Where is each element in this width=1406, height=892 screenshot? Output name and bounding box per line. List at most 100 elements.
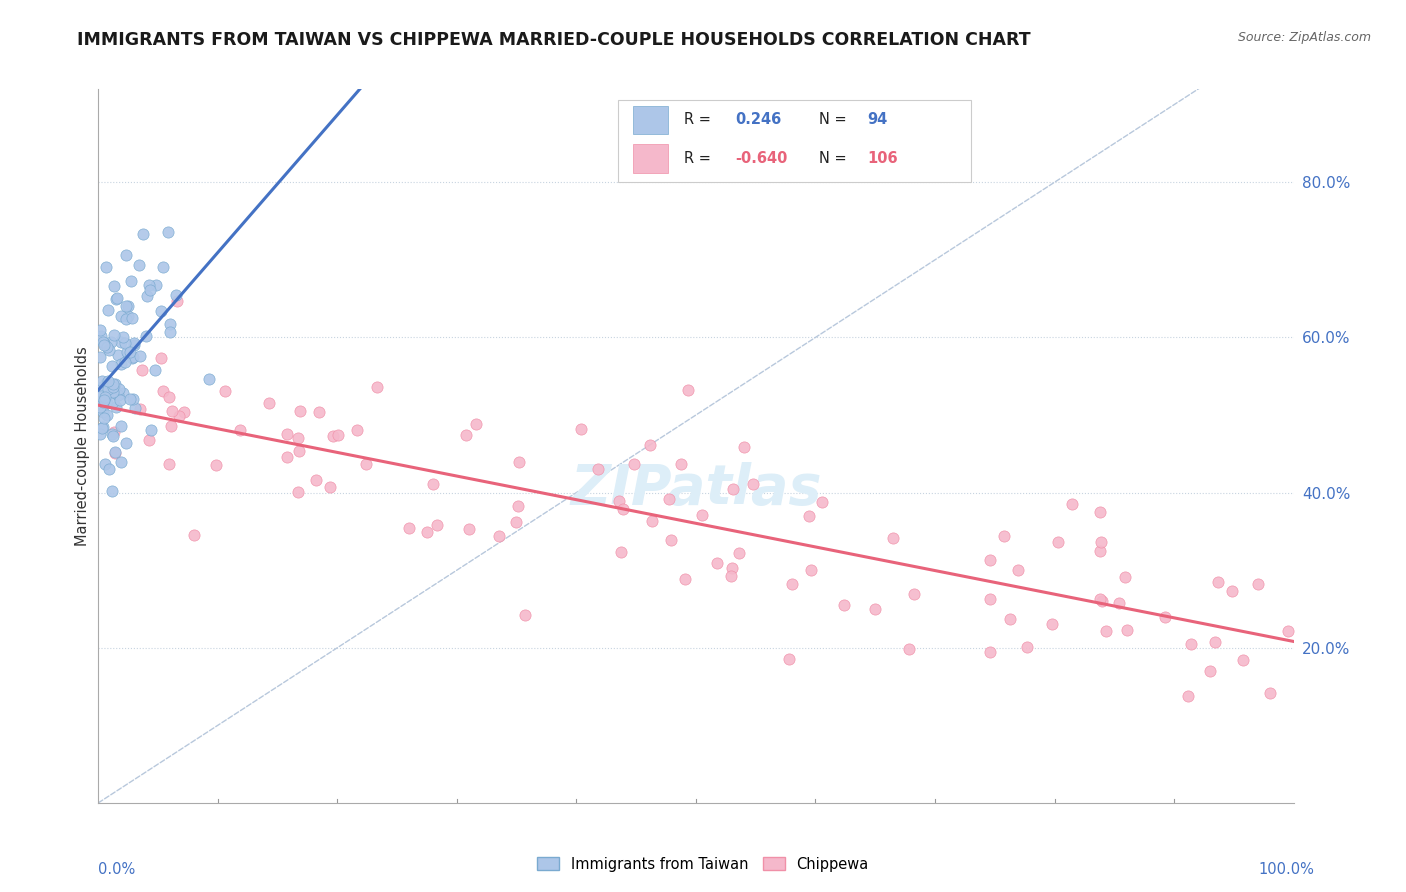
Point (103, 376, 125, 391)
Point (101, 395, 124, 409)
Point (415, 524, 437, 539)
Point (115, 248, 138, 262)
Point (91, 421, 114, 435)
Y-axis label: Married-couple Households: Married-couple Households (75, 346, 90, 546)
Point (1204, 634, 1226, 648)
Point (778, 652, 800, 666)
Point (1046, 535, 1069, 549)
Point (1220, 584, 1243, 599)
Point (287, 431, 309, 445)
Point (107, 349, 129, 363)
Point (1090, 535, 1112, 549)
Point (690, 508, 713, 523)
Point (103, 327, 125, 342)
Point (287, 484, 309, 499)
Point (1114, 570, 1136, 584)
Point (121, 311, 143, 326)
Point (114, 312, 136, 326)
Point (319, 480, 342, 494)
Point (398, 520, 420, 534)
Point (118, 392, 141, 406)
Point (797, 509, 820, 524)
Point (90, 389, 112, 403)
Text: N =: N = (820, 112, 851, 128)
Point (135, 288, 157, 302)
Point (107, 388, 129, 402)
Point (105, 293, 128, 307)
Point (720, 561, 742, 575)
Point (197, 372, 219, 386)
Point (104, 445, 127, 459)
Point (159, 317, 181, 331)
Point (93, 420, 115, 434)
Point (89, 351, 111, 365)
Point (183, 528, 205, 542)
Point (103, 384, 125, 399)
Point (122, 351, 145, 365)
Point (159, 326, 181, 340)
Point (659, 533, 682, 547)
Point (101, 428, 124, 442)
Point (1258, 686, 1281, 700)
Legend: Immigrants from Taiwan, Chippewa: Immigrants from Taiwan, Chippewa (531, 851, 875, 878)
Text: ZIPatlas: ZIPatlas (571, 462, 821, 516)
Text: R =: R = (685, 151, 716, 166)
Point (304, 473, 326, 487)
Point (110, 334, 132, 349)
Point (1247, 577, 1270, 591)
Point (165, 288, 187, 302)
Point (1088, 544, 1111, 558)
Point (141, 423, 163, 437)
Point (882, 531, 904, 545)
Point (1154, 609, 1177, 624)
Point (114, 355, 136, 369)
Point (1090, 506, 1112, 520)
Point (110, 357, 132, 371)
Point (90, 374, 112, 388)
Point (638, 438, 661, 452)
Point (1040, 617, 1063, 632)
Point (426, 518, 449, 533)
Point (1094, 624, 1116, 638)
Point (612, 502, 634, 516)
Point (124, 401, 146, 415)
Text: 0.246: 0.246 (735, 112, 782, 128)
Point (110, 310, 132, 324)
Point (811, 494, 834, 508)
Point (641, 514, 664, 528)
Point (979, 553, 1001, 567)
Point (149, 304, 172, 318)
Point (288, 404, 311, 418)
Point (104, 446, 127, 460)
Text: Source: ZipAtlas.com: Source: ZipAtlas.com (1237, 31, 1371, 45)
Point (117, 299, 139, 313)
Text: -0.640: -0.640 (735, 151, 787, 166)
Point (103, 279, 125, 293)
Point (322, 429, 344, 443)
Point (105, 400, 128, 414)
Point (110, 418, 132, 433)
Point (93, 392, 115, 407)
Point (457, 522, 479, 536)
Point (742, 477, 765, 491)
Point (508, 455, 530, 469)
Point (157, 457, 180, 471)
Point (832, 598, 855, 612)
Point (121, 351, 143, 365)
Point (863, 602, 886, 616)
Point (720, 569, 742, 583)
Point (257, 395, 280, 409)
Point (157, 225, 180, 239)
Point (1116, 623, 1139, 637)
Point (354, 457, 377, 471)
Point (138, 278, 160, 293)
Point (111, 386, 134, 401)
Point (1088, 591, 1111, 606)
Point (131, 227, 153, 241)
Point (122, 392, 145, 406)
Point (1177, 689, 1199, 703)
Point (105, 292, 128, 306)
Point (607, 493, 630, 508)
Point (117, 309, 139, 323)
Point (733, 440, 755, 454)
